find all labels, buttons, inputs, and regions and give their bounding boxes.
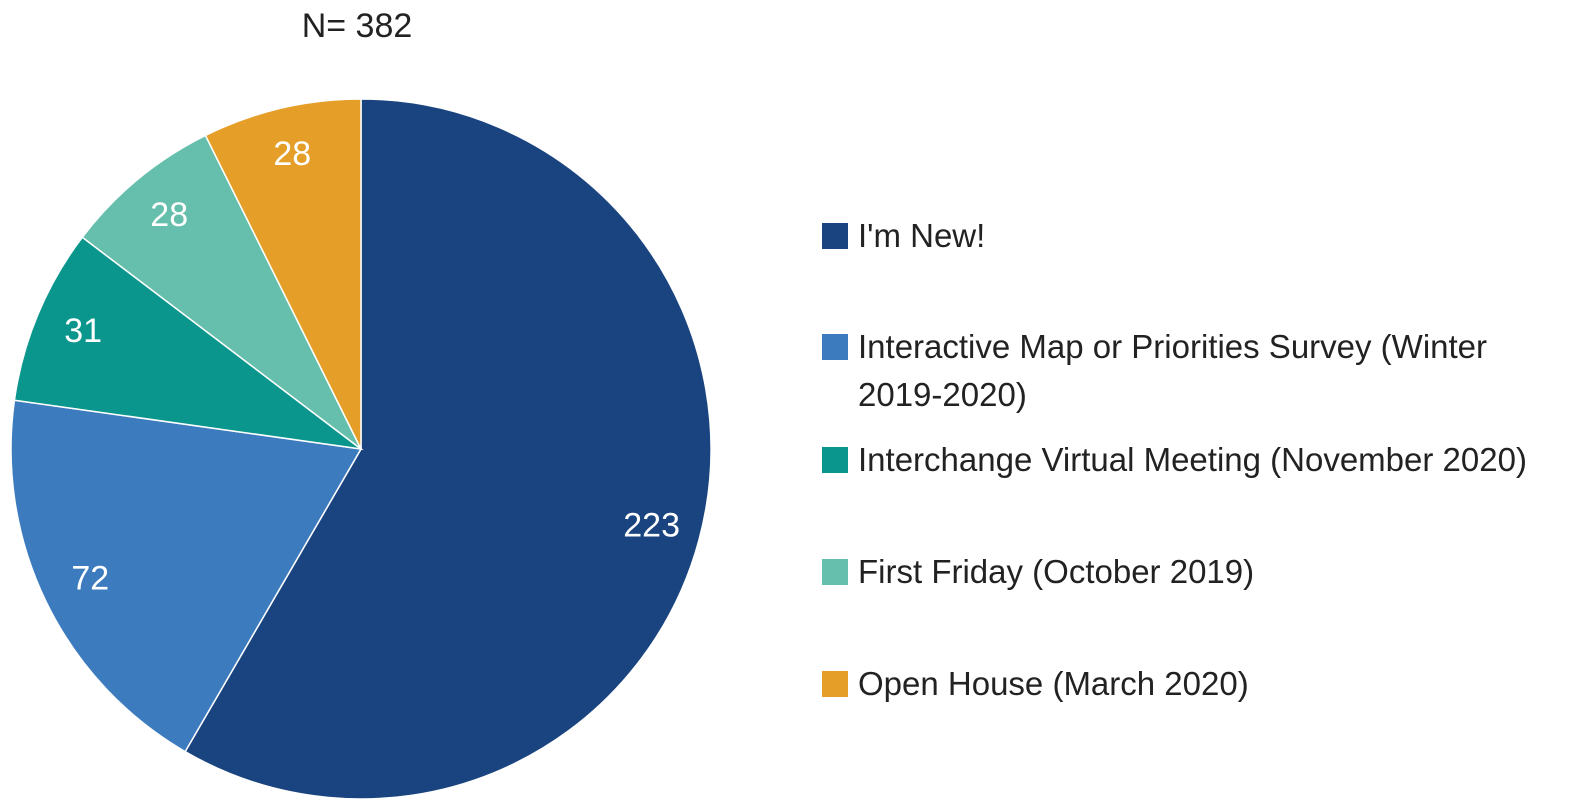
pie-slice [10, 399, 363, 753]
pie-slice [81, 134, 362, 450]
legend-item: Interchange Virtual Meeting (November 20… [822, 436, 1562, 484]
data-label: 31 [64, 312, 102, 350]
legend-item: I'm New! [822, 212, 1562, 260]
data-label: 223 [623, 506, 680, 544]
legend-swatch [822, 223, 848, 249]
data-label: 28 [150, 196, 188, 234]
legend-label: First Friday (October 2019) [858, 553, 1255, 590]
legend-item: Open House (March 2020) [822, 660, 1562, 708]
legend-item: Interactive Map or Priorities Survey (Wi… [822, 323, 1562, 419]
legend-label: Open House (March 2020) [858, 665, 1249, 702]
legend-swatch [822, 559, 848, 585]
chart-title: N= 382 [302, 7, 413, 45]
legend-label: Interchange Virtual Meeting (November 20… [858, 441, 1527, 478]
data-label: 28 [273, 135, 311, 173]
legend-label: Interactive Map or Priorities Survey (Wi… [858, 328, 1488, 413]
data-label: 72 [71, 560, 109, 598]
legend-swatch [822, 334, 848, 360]
legend-swatch [822, 447, 848, 473]
legend-swatch [822, 671, 848, 697]
pie-slice [13, 236, 364, 451]
legend-label: I'm New! [858, 217, 986, 254]
pie-area: N= 382 223 72 31 28 28 [10, 7, 712, 799]
pie-slice [204, 98, 362, 450]
legend-item: First Friday (October 2019) [822, 548, 1562, 596]
